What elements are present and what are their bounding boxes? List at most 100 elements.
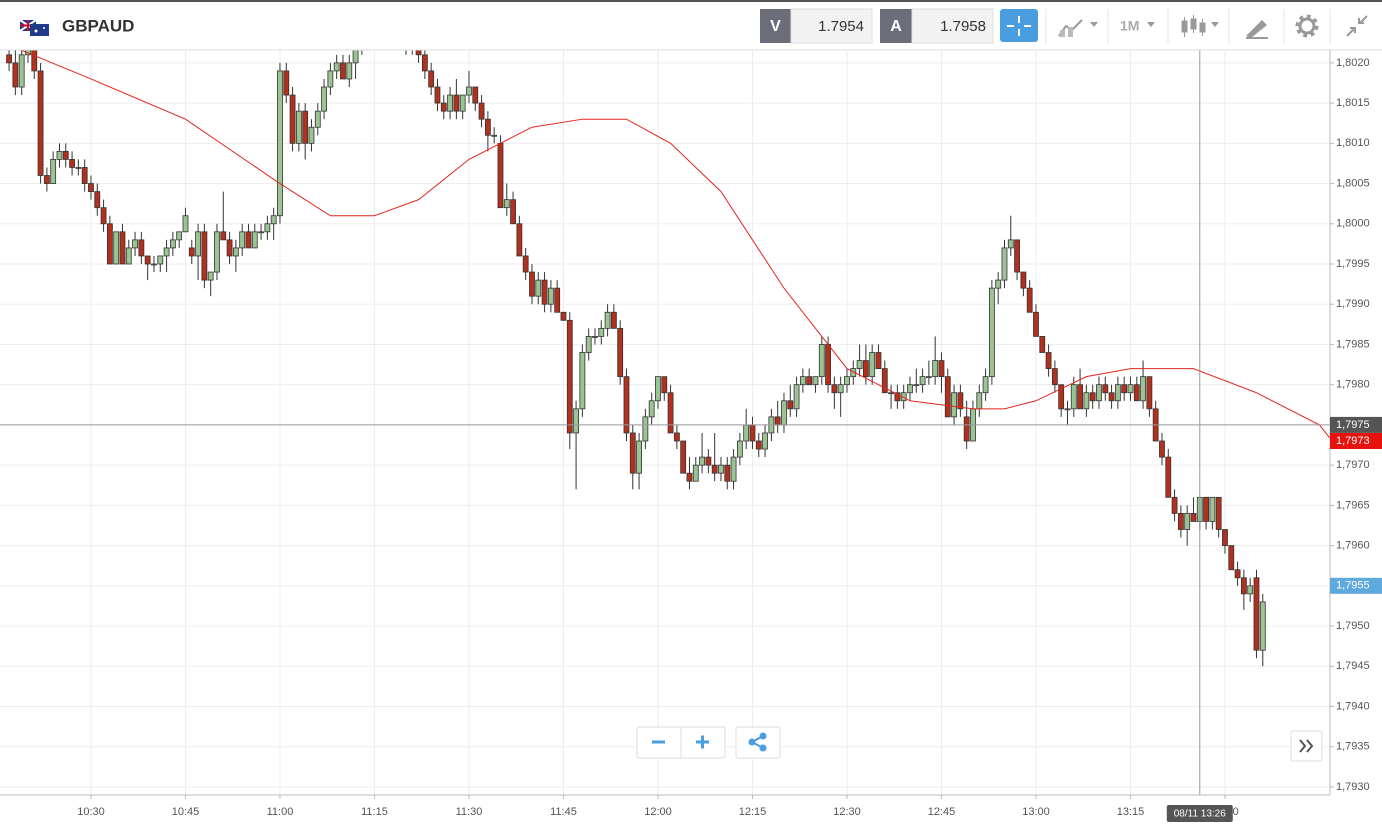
candle-body [592, 336, 598, 338]
candle-body [472, 86, 479, 104]
candle-body [1102, 384, 1109, 394]
candle-body [333, 62, 340, 72]
candle-body [919, 376, 926, 386]
share-icon [748, 732, 767, 752]
timeframe[interactable]: 1M [1120, 18, 1139, 34]
x-tick-label: 11:00 [267, 806, 294, 818]
x-tick-label: 10:45 [172, 806, 200, 818]
candle-body [736, 440, 743, 458]
candle-body [781, 400, 787, 426]
ask-value: 1.7958 [940, 18, 986, 35]
candle-body [516, 223, 523, 257]
candle-body [1140, 376, 1146, 402]
overlay: 1,7975 08/11 13:26 1,7973 1,7955 [1166, 416, 1382, 822]
y-tick-label: 1,7960 [1336, 540, 1370, 552]
candle-body [447, 94, 453, 112]
crosshair-button[interactable] [1000, 9, 1038, 42]
scroll-end-button[interactable] [1290, 730, 1323, 762]
candle-type-button[interactable] [1181, 15, 1219, 37]
y-tick-label: 1,8010 [1336, 137, 1370, 149]
x-tick-label: 12:30 [833, 806, 861, 818]
draw-button[interactable] [1246, 20, 1268, 39]
candle-body [957, 392, 964, 410]
settings-button[interactable] [1295, 14, 1319, 38]
crosshair-x-tag [1166, 805, 1233, 822]
x-tick-label: 11:45 [550, 806, 577, 818]
candle-body [1146, 376, 1153, 410]
x-tick-label: 12:45 [928, 806, 956, 818]
candle-body [988, 287, 995, 378]
bid-box[interactable] [790, 8, 873, 44]
ask-label: A [890, 18, 902, 35]
ask-box[interactable] [911, 8, 994, 44]
candle-body [1089, 392, 1096, 402]
candle-body [201, 231, 208, 281]
candle-body [440, 102, 447, 112]
crosshair-icon [1007, 16, 1031, 36]
ask-label-box [880, 9, 912, 43]
candle-body [138, 239, 145, 257]
candle-body [125, 247, 132, 265]
candle-body [434, 86, 441, 104]
candle-body [1228, 545, 1235, 571]
candle-body [686, 472, 693, 482]
collapse-button[interactable] [1346, 15, 1368, 37]
y-tick-label: 1,7945 [1336, 660, 1370, 672]
candle-body [894, 392, 901, 402]
x-tick-label: 13:15 [1117, 806, 1145, 818]
candle-body [25, 50, 31, 56]
candle-body [642, 416, 649, 442]
price-tag-label: 1,7955 [1336, 580, 1370, 592]
candle-body [547, 287, 554, 305]
candle-body [1259, 601, 1266, 651]
y-tick-label: 1,7980 [1336, 379, 1370, 391]
candle-body [207, 271, 214, 281]
candle-body [749, 424, 756, 442]
chart-type-button[interactable] [1058, 19, 1098, 37]
candle-body [705, 456, 712, 466]
candle-body [113, 231, 120, 265]
candle-body [913, 384, 920, 387]
y-tick-label: 1,8000 [1336, 218, 1370, 230]
zoom-in-button[interactable] [696, 735, 709, 749]
candle-body [491, 134, 498, 137]
candle-body [1058, 384, 1065, 410]
candle-body [762, 432, 768, 450]
candle-body [837, 384, 844, 394]
y-tick-label: 1,7950 [1336, 620, 1370, 632]
candle-body [214, 231, 220, 273]
candle-body [1064, 408, 1071, 411]
candle-body [1051, 368, 1058, 386]
candle-body [818, 344, 825, 378]
candle-body [1165, 456, 1172, 498]
candle-body [264, 223, 271, 233]
candle-body [667, 392, 674, 434]
candle-body [295, 110, 302, 144]
x-tick-label: 11:15 [361, 806, 388, 818]
candle-body [1096, 384, 1102, 402]
candle-body [428, 70, 435, 88]
candle-body [176, 231, 183, 241]
scroll-end-icon [1299, 739, 1314, 753]
candle-body [617, 327, 624, 378]
candle-body [812, 376, 819, 386]
candle-body [1007, 239, 1014, 249]
axes: 1,8020 1,8015 1,8010 1,8005 1,8000 1,7995 1,79… [77, 57, 1369, 818]
bid-label: V [770, 18, 781, 35]
share-button[interactable] [735, 726, 781, 759]
candle-body [636, 440, 642, 474]
candle-body [604, 311, 611, 329]
candle-body [1177, 513, 1184, 530]
candle-body [566, 319, 573, 434]
candle-body [321, 86, 327, 112]
candle-body [1014, 239, 1020, 273]
y-tick-label: 1,8015 [1336, 97, 1370, 109]
candle-body [50, 159, 57, 184]
candle-body [799, 376, 806, 386]
candle-body [730, 456, 737, 482]
price-tag [1330, 433, 1382, 450]
candle-body [869, 352, 876, 378]
candle-body [31, 50, 38, 72]
candle-body [907, 384, 913, 394]
y-tick-label: 1,7940 [1336, 700, 1370, 712]
